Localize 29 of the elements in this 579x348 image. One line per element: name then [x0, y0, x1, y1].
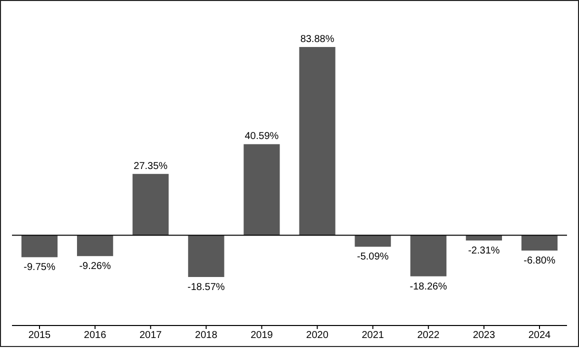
bar	[354, 235, 391, 247]
data-label: -9.75%	[24, 262, 56, 274]
data-label: 27.35%	[134, 160, 168, 172]
data-label: 40.59%	[244, 131, 279, 142]
bar	[410, 235, 446, 276]
data-label: -18.57%	[188, 282, 225, 293]
bar	[521, 235, 558, 251]
x-tick-label: 2016	[84, 330, 107, 341]
bar	[132, 174, 169, 236]
x-tick-label: 2022	[417, 330, 440, 341]
data-label: -6.80%	[524, 256, 556, 267]
bar	[21, 235, 58, 258]
data-label: -5.09%	[356, 252, 389, 263]
x-tick-label: 2023	[472, 330, 496, 341]
data-label: -18.26%	[410, 281, 448, 292]
bar	[77, 235, 114, 256]
data-label: -9.26%	[79, 261, 112, 272]
bar	[188, 235, 224, 277]
bar	[244, 144, 280, 236]
x-tick-label: 2018	[195, 330, 218, 341]
x-tick-label: 2020	[306, 330, 329, 341]
x-tick-label: 2024	[528, 330, 552, 341]
x-tick-label: 2021	[362, 330, 384, 341]
data-label: 83.88%	[300, 34, 334, 45]
x-tick-label: 2015	[28, 330, 52, 341]
x-tick-label: 2017	[139, 330, 162, 341]
bar	[299, 47, 336, 236]
x-tick-label: 2019	[250, 330, 274, 341]
data-label: -2.31%	[468, 245, 500, 256]
